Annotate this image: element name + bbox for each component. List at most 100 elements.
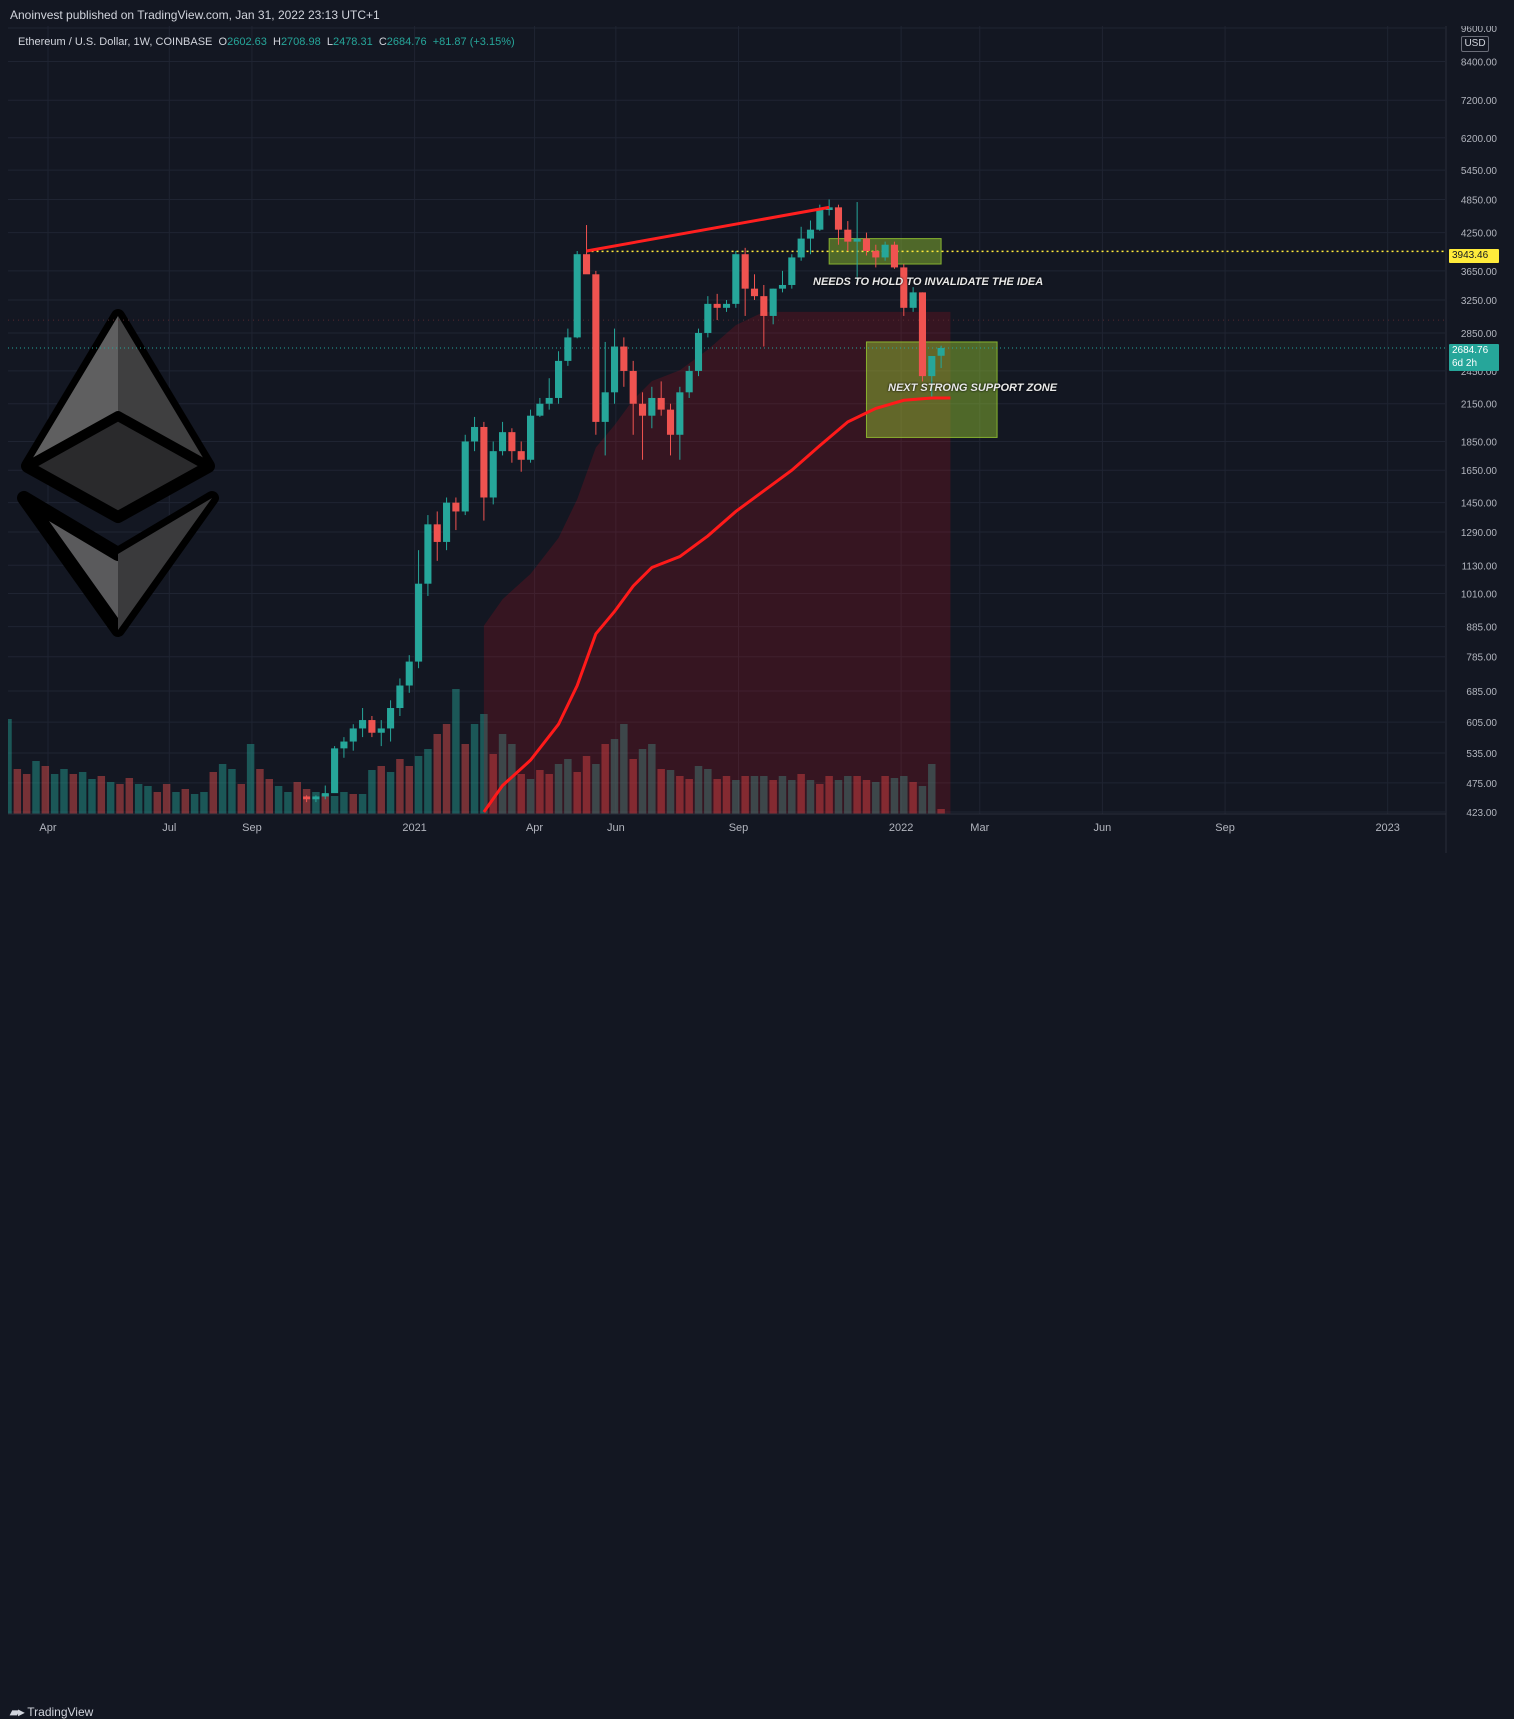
volume-bar [358, 794, 367, 814]
current-price-tag: 2684.76 6d 2h [1449, 344, 1499, 371]
current-price-value: 2684.76 [1452, 345, 1489, 356]
candle-body [349, 728, 357, 742]
candle-body [844, 229, 852, 242]
candle-body [508, 432, 516, 452]
volume-bar [97, 776, 106, 814]
candle-body [834, 207, 843, 230]
candle-body [545, 397, 553, 404]
candle-body [554, 360, 563, 398]
volume-bar [312, 792, 320, 814]
price-tick-label: 5450.00 [1461, 166, 1498, 177]
candle-body [741, 254, 749, 289]
candle-body [853, 238, 861, 242]
candle-body [526, 415, 535, 460]
volume-bar [153, 792, 162, 814]
volume-bar [834, 780, 843, 814]
volume-bar [601, 744, 609, 814]
volume-bar [442, 724, 451, 814]
price-tick-label: 1450.00 [1461, 499, 1498, 510]
candle-body [517, 451, 525, 460]
volume-bar [722, 776, 731, 814]
price-tick-label: 6200.00 [1461, 134, 1498, 145]
candle-body [648, 397, 656, 416]
candle-body [937, 347, 945, 356]
trendline [586, 205, 830, 253]
time-tick-label: 2022 [889, 822, 913, 834]
price-tick-label: 535.00 [1466, 749, 1497, 760]
invalidate-annotation[interactable]: NEEDS TO HOLD TO INVALIDATE THE IDEA [813, 276, 1044, 288]
volume-bar [778, 776, 787, 814]
candle-body [657, 397, 665, 410]
volume-bar [200, 792, 208, 814]
candle-body [489, 451, 497, 498]
currency-button[interactable]: USD [1461, 36, 1489, 52]
volume-bar [816, 784, 824, 814]
volume-bar [470, 724, 479, 814]
level-price-tag: 3943.46 [1449, 249, 1499, 263]
tradingview-logo[interactable]: ▰▸ TradingView [10, 1705, 93, 1719]
chart-panel[interactable]: 423.00 475.00 535.00 605.00 685.00 785.00 885.… [8, 26, 1505, 853]
publisher-text: Anoinvest published on TradingView.com, … [10, 8, 380, 22]
eth-lower-right-facet [118, 498, 212, 630]
time-tick-label: Sep [1215, 822, 1235, 834]
price-tick-label: 423.00 [1466, 808, 1497, 819]
bar-countdown: 6d 2h [1452, 358, 1478, 369]
support-annotation[interactable]: NEXT STRONG SUPPORT ZONE [888, 382, 1058, 394]
price-tick-label: 7200.00 [1461, 96, 1498, 107]
volume-bar [368, 770, 376, 814]
volume-bar [125, 778, 134, 814]
price-tick-label: 4250.00 [1461, 229, 1498, 240]
volume-bar [582, 756, 591, 814]
candle-body [778, 284, 787, 289]
candle-body [582, 254, 591, 275]
price-tick-label: 8400.00 [1461, 58, 1498, 69]
volume-bar [433, 734, 441, 814]
volume-bar [629, 759, 637, 814]
low-value: 2478.31 [332, 36, 373, 48]
symbol-legend: Ethereum / U.S. Dollar, 1W, COINBASE O26… [18, 36, 515, 48]
price-tick-label: 3650.00 [1461, 267, 1498, 278]
volume-bar [657, 769, 665, 814]
volume-bar [704, 769, 712, 814]
moving-average-line [482, 396, 951, 813]
volume-bar [760, 776, 768, 814]
low-label: L [326, 36, 333, 48]
volume-bar [741, 776, 749, 814]
eth-middle-facet [23, 411, 213, 521]
volume-bar [237, 784, 246, 814]
candle-body [760, 296, 768, 316]
candle-body [620, 346, 628, 371]
volume-bar [265, 779, 274, 814]
open-value: 2602.63 [227, 36, 267, 48]
volume-bar [88, 779, 96, 814]
ethereum-logo-icon [17, 309, 219, 637]
candle-body [433, 524, 441, 542]
volume-bar [246, 744, 255, 814]
candle-body [890, 244, 899, 268]
volume-bar [694, 766, 703, 814]
candle-body [499, 432, 507, 452]
volume-bar [321, 794, 329, 814]
price-tick-label: 475.00 [1466, 779, 1497, 790]
time-tick-label: 2021 [402, 822, 426, 834]
candle-body [480, 426, 488, 498]
volume-bar [592, 764, 600, 814]
high-value: 2708.98 [280, 36, 321, 48]
candle-body [704, 303, 712, 333]
candle-body [340, 741, 348, 749]
candle-body [387, 708, 395, 729]
candle-body [928, 356, 936, 377]
volume-bar [377, 766, 385, 814]
volume-bar [797, 774, 805, 814]
price-tick-label: 9600.00 [1461, 26, 1498, 35]
candle-body [881, 244, 889, 258]
candle-body [312, 796, 320, 800]
price-chart[interactable]: 423.00 475.00 535.00 605.00 685.00 785.00 885.… [8, 26, 1505, 853]
tradingview-brand: TradingView [27, 1705, 94, 1719]
candle-body [452, 502, 460, 512]
price-tick-label: 1010.00 [1461, 589, 1498, 600]
candle-body [816, 210, 824, 230]
volume-bar [8, 719, 12, 814]
volume-bar [853, 776, 861, 814]
close-value: 2684.76 [386, 36, 427, 48]
